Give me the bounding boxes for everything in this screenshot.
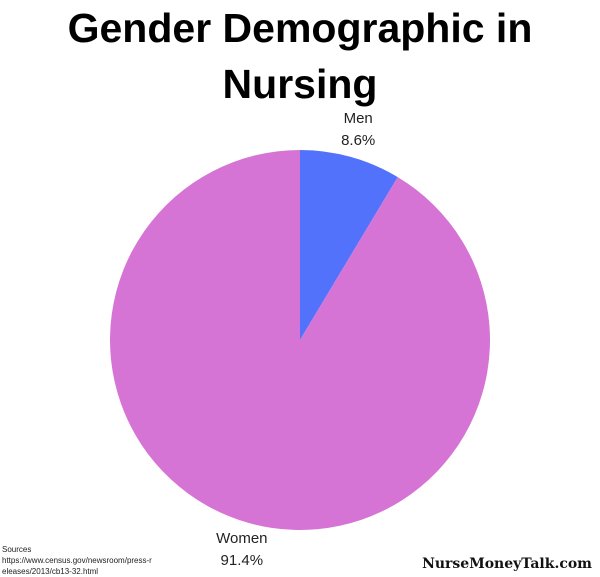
sources: Sources https://www.census.gov/newsroom/… [2,544,152,577]
value-label: 8.6% [341,132,375,149]
slice-label: Women [216,530,267,547]
slice-label: Men [344,110,373,127]
sources-label: Sources [2,545,32,554]
value-label: 91.4% [221,552,264,569]
site-name: NurseMoneyTalk.com [422,556,592,572]
pie-slice [109,150,490,531]
sources-url: https://www.census.gov/newsroom/press-re… [2,556,152,576]
chart-title: Gender Demographic in Nursing [67,5,533,107]
pie-slice [300,150,398,340]
